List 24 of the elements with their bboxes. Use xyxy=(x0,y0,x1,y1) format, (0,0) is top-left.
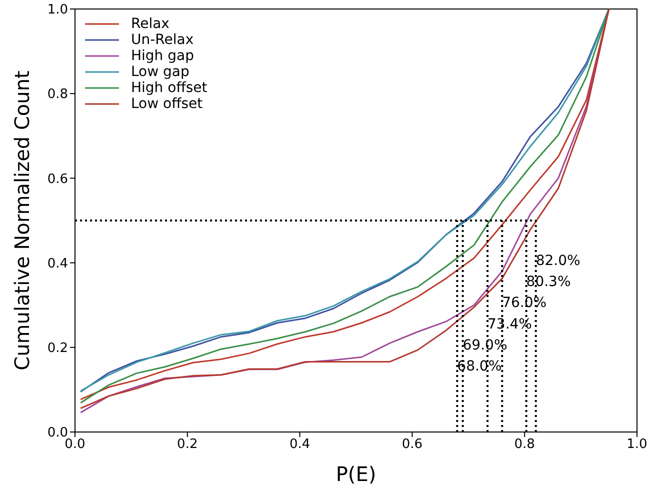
legend-label: Low offset xyxy=(131,96,203,112)
ref-line-label: 82.0% xyxy=(536,252,580,269)
x-tick-label: 0.2 xyxy=(177,437,198,452)
y-axis-title: Cumulative Normalized Count xyxy=(10,70,34,370)
ref-line-label: 80.3% xyxy=(526,274,571,290)
x-axis-title: P(E) xyxy=(336,462,376,486)
legend-label: High gap xyxy=(131,48,194,64)
x-tick-label: 0.6 xyxy=(402,437,423,452)
y-tick-label: 0.8 xyxy=(47,87,68,102)
x-tick-label: 0.8 xyxy=(514,437,535,452)
legend-label: High offset xyxy=(131,80,208,96)
legend-label: Un-Relax xyxy=(131,32,194,48)
ref-line-label: 76.0% xyxy=(502,295,547,312)
legend-label: Low gap xyxy=(131,64,190,80)
y-tick-label: 0.4 xyxy=(47,256,68,272)
x-tick-label: 0.0 xyxy=(64,437,86,452)
y-tick-label: 0.6 xyxy=(47,172,68,187)
x-tick-label: 0.4 xyxy=(289,437,310,452)
y-tick-label: 0.2 xyxy=(47,341,68,356)
x-tick-label: 1.0 xyxy=(626,437,648,452)
legend-label: Relax xyxy=(131,16,170,32)
ref-line-label: 73.4% xyxy=(488,316,532,332)
y-tick-label: 1.0 xyxy=(47,2,68,18)
ref-line-label: 68.0% xyxy=(457,358,502,375)
